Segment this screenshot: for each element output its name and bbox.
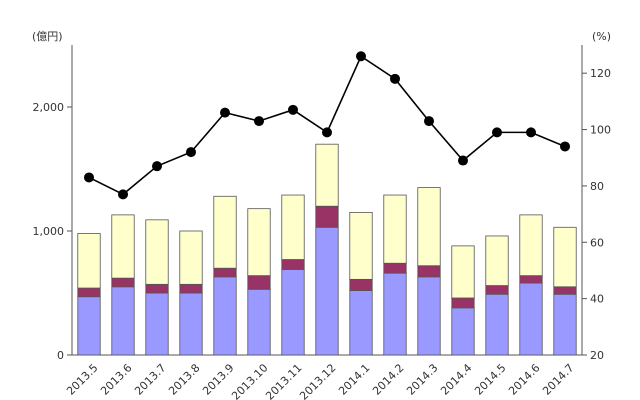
right-tick-label: 80 bbox=[590, 180, 604, 193]
bar-segment-2 bbox=[281, 259, 305, 270]
line-point bbox=[220, 107, 230, 118]
right-tick-label: 120 bbox=[590, 67, 611, 80]
bar-segment-1 bbox=[383, 272, 407, 356]
right-tick-label: 40 bbox=[590, 293, 604, 306]
line-point bbox=[356, 51, 366, 62]
right-tick-label: 20 bbox=[590, 349, 604, 362]
bar-segment-2 bbox=[111, 277, 135, 288]
bar-segment-2 bbox=[179, 283, 203, 294]
bar-segment-3 bbox=[451, 245, 475, 299]
bar-segment-2 bbox=[349, 278, 373, 291]
bar-segment-3 bbox=[485, 235, 509, 286]
line-point bbox=[424, 116, 434, 127]
x-tick-label: 2013.7 bbox=[132, 361, 168, 397]
bar-segment-1 bbox=[281, 269, 305, 356]
bar-segment-1 bbox=[417, 276, 441, 356]
bar-segment-2 bbox=[519, 275, 543, 284]
bar-segment-2 bbox=[145, 283, 169, 294]
x-tick-label: 2014.2 bbox=[370, 361, 406, 397]
line-point bbox=[118, 189, 128, 200]
bar-segment-3 bbox=[417, 187, 441, 267]
line-point bbox=[84, 172, 94, 183]
bar-segment-1 bbox=[77, 296, 101, 356]
bar-segment-2 bbox=[417, 265, 441, 278]
bar-segment-1 bbox=[519, 282, 543, 356]
stacked-bars bbox=[77, 143, 577, 356]
x-tick-label: 2014.3 bbox=[404, 361, 440, 397]
bar-segment-1 bbox=[179, 292, 203, 356]
bar-segment-2 bbox=[315, 205, 339, 228]
left-axis-unit: (億円) bbox=[32, 30, 63, 43]
bar-segment-1 bbox=[349, 290, 373, 356]
x-tick-label: 2013.6 bbox=[98, 361, 134, 397]
bar-segment-3 bbox=[281, 194, 305, 260]
bar-segment-3 bbox=[213, 195, 237, 269]
bar-segment-1 bbox=[213, 276, 237, 356]
line-point bbox=[526, 127, 536, 138]
bar-segment-3 bbox=[111, 214, 135, 279]
bar-segment-1 bbox=[145, 292, 169, 356]
bar-segment-2 bbox=[451, 297, 475, 309]
bar-segment-1 bbox=[553, 293, 577, 356]
x-tick-label: 2014.7 bbox=[540, 361, 576, 397]
x-tick-label: 2013.12 bbox=[297, 361, 338, 400]
left-tick-label: 1,000 bbox=[33, 225, 65, 238]
x-tick-label: 2013.5 bbox=[64, 361, 100, 397]
bar-segment-3 bbox=[553, 226, 577, 288]
x-tick-label: 2013.8 bbox=[166, 361, 202, 397]
bar-segment-2 bbox=[383, 262, 407, 274]
left-tick-label: 0 bbox=[57, 349, 64, 362]
line-point bbox=[390, 73, 400, 84]
bar-segment-1 bbox=[485, 293, 509, 356]
line-point bbox=[458, 155, 468, 166]
bar-segment-1 bbox=[315, 226, 339, 356]
line-point bbox=[152, 161, 162, 172]
bar-segment-2 bbox=[247, 275, 271, 290]
bar-segment-2 bbox=[553, 286, 577, 295]
right-tick-label: 60 bbox=[590, 236, 604, 249]
bar-segment-2 bbox=[485, 285, 509, 295]
line-point bbox=[186, 147, 196, 158]
left-tick-label: 2,000 bbox=[33, 101, 65, 114]
bar-segment-1 bbox=[247, 288, 271, 356]
left-axis-ticks: 0 1,000 2,000 bbox=[33, 101, 72, 362]
bar-segment-3 bbox=[77, 233, 101, 289]
right-axis-ticks: 20 40 60 80 100 120 bbox=[582, 67, 611, 362]
bar-segment-3 bbox=[383, 194, 407, 264]
bar-segment-1 bbox=[111, 286, 135, 356]
right-tick-label: 100 bbox=[590, 124, 611, 137]
bar-segment-3 bbox=[179, 230, 203, 285]
line-point bbox=[322, 127, 332, 138]
bar-segment-3 bbox=[519, 214, 543, 277]
x-tick-label: 2014.6 bbox=[506, 361, 542, 397]
line-point bbox=[254, 116, 264, 127]
line-point bbox=[560, 141, 570, 152]
bar-segment-1 bbox=[451, 307, 475, 356]
line-point bbox=[492, 127, 502, 138]
x-tick-label: 2014.4 bbox=[438, 361, 474, 397]
bar-segment-3 bbox=[315, 143, 339, 207]
bar-segment-2 bbox=[77, 287, 101, 298]
bar-segment-3 bbox=[145, 219, 169, 285]
bar-segment-3 bbox=[247, 208, 271, 277]
line-point bbox=[288, 104, 298, 115]
bar-segment-3 bbox=[349, 211, 373, 280]
x-tick-label: 2014.5 bbox=[472, 361, 508, 397]
bar-segment-2 bbox=[213, 267, 237, 278]
right-axis-unit: (%) bbox=[592, 30, 611, 43]
x-axis-labels: 2013.52013.62013.72013.82013.92013.10201… bbox=[64, 361, 576, 400]
line-series bbox=[84, 51, 570, 200]
x-tick-label: 2014.1 bbox=[336, 361, 372, 397]
